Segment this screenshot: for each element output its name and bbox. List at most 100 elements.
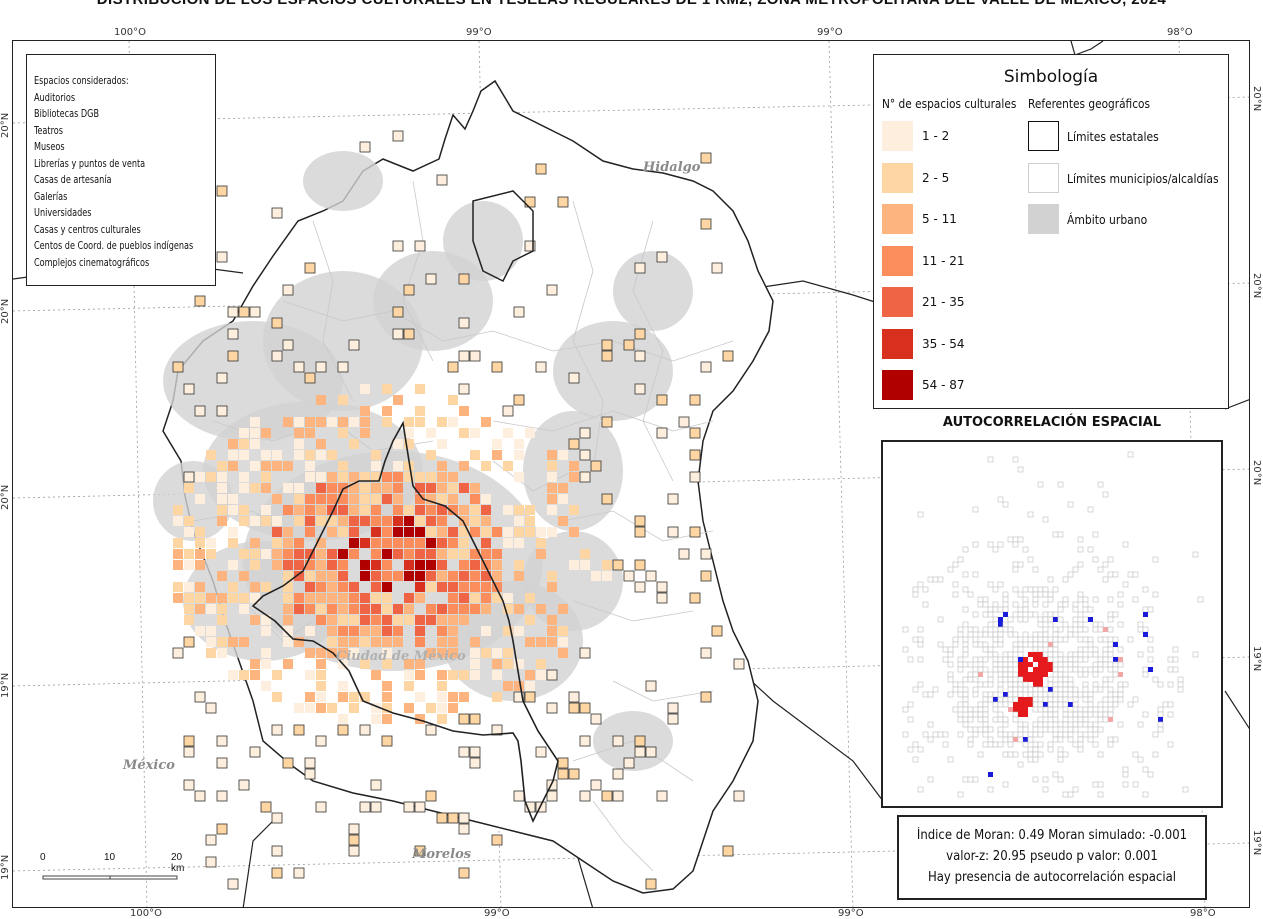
lisa-cell (1007, 661, 1014, 668)
lisa-cell (1032, 731, 1039, 738)
tessellation-tile (437, 648, 447, 658)
tessellation-tile (470, 659, 480, 669)
lisa-cell (1122, 771, 1129, 778)
municipal-line (282, 300, 734, 362)
lisa-cell (987, 736, 994, 743)
tessellation-tile (228, 450, 238, 460)
tessellation-tile (338, 428, 348, 438)
lisa-cell (952, 686, 959, 693)
lisa-cell (1032, 721, 1039, 728)
lisa-cell (1037, 621, 1044, 628)
tessellation-tile (382, 472, 392, 482)
lisa-cell (1072, 691, 1079, 698)
lisa-cell (1118, 657, 1123, 662)
lisa-cell (1047, 596, 1054, 603)
tessellation-tile (634, 383, 646, 395)
lisa-cell (957, 661, 964, 668)
tessellation-tile (547, 626, 557, 636)
tessellation-tile (305, 604, 315, 614)
lisa-cell (1047, 636, 1054, 643)
map-canvas[interactable] (13, 41, 1250, 908)
tessellation-tile (415, 549, 425, 559)
autocorrelation-map[interactable] (881, 440, 1223, 808)
lisa-cell (1142, 666, 1149, 673)
tessellation-tile (415, 593, 425, 603)
lisa-cell (982, 691, 989, 698)
tessellation-tile (404, 516, 414, 526)
scale-segment (42, 875, 111, 880)
lisa-cell (1097, 711, 1104, 718)
tessellation-tile (437, 681, 447, 691)
lisa-cell (947, 676, 954, 683)
lisa-cell (987, 646, 994, 653)
tessellation-tile (426, 560, 436, 570)
lisa-cell (1062, 596, 1069, 603)
tessellation-tile (700, 218, 712, 230)
tessellation-tile (195, 626, 205, 636)
lisa-cell (1077, 666, 1084, 673)
tessellation-tile (261, 626, 271, 636)
tessellation-tile (371, 637, 381, 647)
lisa-cell (1087, 506, 1094, 513)
space-item: Casas y centros culturales (34, 223, 141, 236)
tessellation-tile (503, 505, 513, 515)
legend-class-label: 11 - 21 (922, 254, 965, 268)
tessellation-tile (458, 317, 470, 329)
lisa-cell (992, 641, 999, 648)
lisa-cell (1147, 656, 1154, 663)
tessellation-tile (722, 845, 734, 857)
tessellation-tile (349, 439, 359, 449)
tessellation-tile (338, 714, 348, 724)
tessellation-tile (305, 648, 315, 658)
tessellation-tile (458, 812, 470, 824)
tessellation-tile (228, 461, 238, 471)
lisa-cell (1047, 646, 1054, 653)
scale-bar: 0 10 20 km (40, 852, 190, 884)
lisa-cell (997, 541, 1004, 548)
lisa-cell (1137, 721, 1144, 728)
lisa-cell (1072, 601, 1079, 608)
tessellation-tile (492, 692, 502, 702)
tessellation-tile (338, 692, 348, 702)
lisa-cell (1057, 686, 1064, 693)
tessellation-tile (392, 240, 404, 252)
tessellation-tile (458, 713, 470, 725)
lisa-cell (1002, 736, 1009, 743)
tessellation-tile (371, 615, 381, 625)
tessellation-tile (382, 384, 392, 394)
tessellation-tile (492, 527, 502, 537)
lisa-cell (937, 641, 944, 648)
tessellation-tile (656, 581, 668, 593)
lisa-cell (1192, 651, 1199, 658)
lisa-cell (997, 641, 1004, 648)
tessellation-tile (349, 703, 359, 713)
tessellation-tile (514, 527, 524, 537)
lisa-cell (1082, 646, 1089, 653)
tessellation-tile (656, 427, 668, 439)
tessellation-tile (305, 527, 315, 537)
lisa-cell (1147, 771, 1154, 778)
lisa-cell (1032, 741, 1039, 748)
tessellation-tile (293, 867, 305, 879)
tessellation-tile (305, 450, 315, 460)
tessellation-tile (547, 461, 557, 471)
lisa-cell (1057, 636, 1064, 643)
lisa-cell (927, 691, 934, 698)
tessellation-tile (360, 692, 370, 702)
lisa-cell (1107, 641, 1114, 648)
lisa-cell (1057, 651, 1064, 658)
tessellation-tile (382, 681, 392, 691)
tessellation-tile (206, 593, 216, 603)
lisa-cell (1022, 751, 1029, 758)
tessellation-tile (547, 483, 557, 493)
lisa-cell (1002, 751, 1009, 758)
tessellation-tile (448, 571, 458, 581)
tessellation-tile (371, 571, 381, 581)
tessellation-tile (590, 779, 602, 791)
lisa-cell (977, 711, 984, 718)
lisa-cell (1097, 481, 1104, 488)
lisa-cell (1042, 516, 1049, 523)
lisa-cell (1038, 682, 1043, 687)
tessellation-tile (656, 394, 668, 406)
lisa-cell (1018, 667, 1023, 672)
